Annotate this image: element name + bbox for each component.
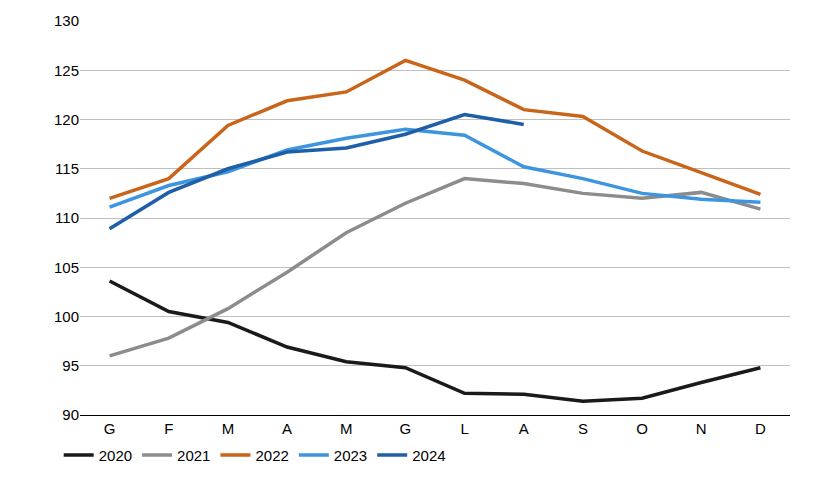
- svg-text:S: S: [578, 420, 588, 437]
- svg-text:100: 100: [54, 308, 79, 325]
- svg-text:2023: 2023: [334, 447, 367, 464]
- svg-text:G: G: [104, 420, 116, 437]
- svg-text:N: N: [696, 420, 707, 437]
- svg-text:90: 90: [62, 406, 79, 423]
- svg-text:105: 105: [54, 259, 79, 276]
- svg-text:2022: 2022: [255, 447, 288, 464]
- svg-text:M: M: [222, 420, 235, 437]
- svg-text:A: A: [282, 420, 292, 437]
- svg-text:125: 125: [54, 62, 79, 79]
- svg-text:115: 115: [55, 160, 79, 177]
- svg-text:2020: 2020: [99, 447, 132, 464]
- svg-text:M: M: [340, 420, 353, 437]
- svg-text:F: F: [164, 420, 173, 437]
- svg-text:2024: 2024: [412, 447, 445, 464]
- svg-text:110: 110: [55, 209, 79, 226]
- svg-text:130: 130: [54, 12, 79, 29]
- svg-text:O: O: [636, 420, 648, 437]
- svg-text:D: D: [755, 420, 766, 437]
- svg-text:A: A: [519, 420, 529, 437]
- svg-text:L: L: [460, 420, 468, 437]
- svg-text:95: 95: [62, 357, 79, 374]
- svg-text:G: G: [400, 420, 412, 437]
- svg-text:120: 120: [54, 111, 79, 128]
- svg-text:2021: 2021: [177, 447, 210, 464]
